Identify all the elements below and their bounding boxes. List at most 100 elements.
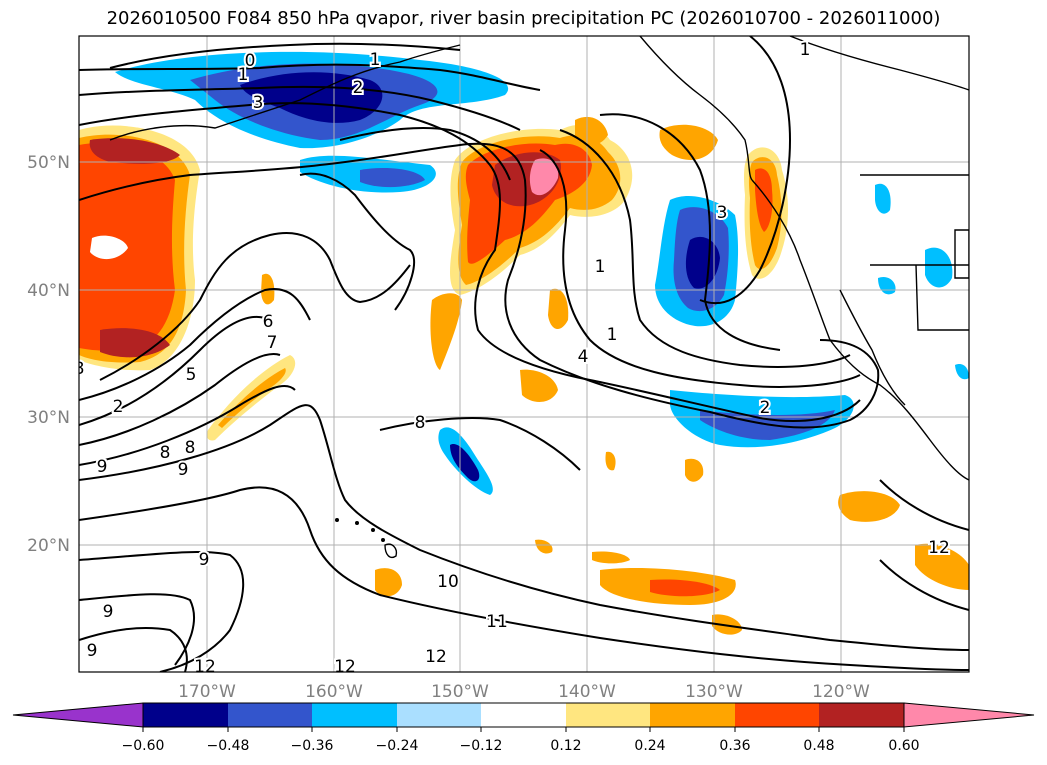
colorbar-segment bbox=[819, 703, 904, 727]
shade-tropical-positive-3 bbox=[915, 543, 969, 590]
colorbar: −0.60 −0.48 −0.36 −0.24 −0.12 0.12 0.24 … bbox=[12, 702, 1035, 754]
plot-title: 2026010500 F084 850 hPa qvapor, river ba… bbox=[106, 8, 941, 29]
contour-label: 7 bbox=[267, 333, 278, 353]
contour-label: 1 bbox=[607, 325, 618, 345]
contour-line-18 bbox=[699, 36, 792, 305]
colorbar-tick-label: 0.48 bbox=[803, 738, 834, 754]
shade-tropical-positive-2 bbox=[838, 491, 900, 522]
contour-line-13 bbox=[79, 593, 195, 666]
contour-lines bbox=[79, 36, 969, 672]
colorbar-segment bbox=[228, 703, 312, 727]
shade-positive-patch-j bbox=[592, 551, 630, 564]
lon-tick-label: 140°W bbox=[558, 682, 616, 702]
contour-label: 2 bbox=[353, 78, 364, 98]
shade-negative-patch-a bbox=[875, 183, 891, 214]
colorbar-segment bbox=[397, 703, 481, 727]
contour-line-8 bbox=[79, 353, 281, 446]
shade-positive-patch-i bbox=[535, 539, 553, 554]
contour-line-19 bbox=[339, 127, 511, 181]
colorbar-segment bbox=[566, 703, 650, 727]
shade-offshore-negative-peak bbox=[685, 236, 720, 289]
contour-line-10 bbox=[79, 404, 969, 651]
colorbar-segment bbox=[735, 703, 819, 727]
shade-positive-patch-f bbox=[685, 458, 704, 482]
lon-tick-labels: 170°W 160°W 150°W 140°W 130°W 120°W bbox=[178, 682, 870, 702]
contour-label: 2 bbox=[760, 398, 771, 418]
plot-frame bbox=[78, 35, 970, 673]
contour-line-15 bbox=[539, 149, 861, 388]
contour-label: 0 bbox=[245, 51, 256, 71]
contour-line-23 bbox=[79, 627, 188, 672]
shade-positive-patch-d bbox=[520, 369, 558, 402]
contour-label: 9 bbox=[87, 641, 98, 661]
contour-label: 3 bbox=[717, 203, 728, 223]
contour-label: 1 bbox=[800, 40, 811, 60]
contour-label: 11 bbox=[486, 612, 508, 632]
contour-label: 9 bbox=[103, 602, 114, 622]
contour-label: 2 bbox=[113, 397, 124, 417]
contour-label: 12 bbox=[334, 657, 356, 677]
shade-west-positive-peak-2 bbox=[100, 328, 170, 358]
contour-label: 10 bbox=[437, 572, 459, 592]
lon-tick-label: 170°W bbox=[178, 682, 236, 702]
shade-positive-patch-g bbox=[605, 451, 616, 471]
colorbar-extend-high bbox=[903, 702, 1035, 728]
colorbar-tick-label: 0.12 bbox=[550, 738, 581, 754]
contour-line-2 bbox=[79, 85, 521, 131]
contour-label: 8 bbox=[74, 359, 85, 379]
contour-label: 8 bbox=[185, 438, 196, 458]
lat-tick-label: 50°N bbox=[27, 153, 70, 173]
colorbar-tick-label: −0.24 bbox=[376, 738, 419, 754]
contour-label: 8 bbox=[415, 413, 426, 433]
colorbar-segment bbox=[650, 703, 735, 727]
colorbar-tick-label: 0.36 bbox=[719, 738, 750, 754]
shade-tropical-positive-1-high bbox=[650, 579, 720, 597]
shade-central-positive-tail bbox=[430, 293, 462, 370]
shade-west-positive-peak-1 bbox=[89, 138, 180, 164]
lat-tick-labels: 50°N 40°N 30°N 20°N bbox=[27, 153, 70, 556]
shade-positive-patch-a bbox=[575, 116, 608, 146]
contour-label: 12 bbox=[425, 647, 447, 667]
contour-label: 3 bbox=[253, 93, 264, 113]
contour-line-21 bbox=[879, 479, 969, 531]
contour-label: 12 bbox=[194, 657, 216, 677]
contour-label: 9 bbox=[178, 460, 189, 480]
map-plot-area: 0 1 1 1 1 1 2 2 2 3 3 4 5 6 7 8 8 8 8 9 … bbox=[74, 36, 969, 677]
contour-label: 1 bbox=[370, 50, 381, 70]
lon-tick-label: 120°W bbox=[812, 682, 870, 702]
contour-line-22 bbox=[879, 559, 969, 611]
colorbar-tick-label: 0.24 bbox=[634, 738, 665, 754]
shade-coastal-positive-high bbox=[755, 168, 773, 232]
contour-line-12 bbox=[79, 551, 245, 672]
shade-hawaii-negative-core bbox=[450, 444, 480, 482]
contour-line-6 bbox=[79, 288, 311, 401]
contour-label: 12 bbox=[928, 538, 950, 558]
lon-tick-label: 160°W bbox=[305, 682, 363, 702]
contour-labels: 0 1 1 1 1 1 2 2 2 3 3 4 5 6 7 8 8 8 8 9 … bbox=[74, 38, 952, 677]
lon-tick-label: 150°W bbox=[431, 682, 489, 702]
contour-label: 8 bbox=[160, 443, 171, 463]
shade-tropical-positive-4 bbox=[375, 568, 402, 597]
contour-line-9 bbox=[79, 385, 296, 466]
contour-line-4 bbox=[79, 142, 880, 429]
colorbar-tick-label: 0.60 bbox=[888, 738, 919, 754]
contour-label: 4 bbox=[578, 347, 589, 367]
colorbar-tick-label: −0.36 bbox=[291, 738, 334, 754]
colorbar-segment bbox=[312, 703, 397, 727]
contour-label: 1 bbox=[238, 65, 249, 85]
shade-negative-patch-d bbox=[955, 364, 969, 380]
contour-label: 6 bbox=[263, 312, 274, 332]
lon-tick-label: 130°W bbox=[685, 682, 743, 702]
islands bbox=[335, 518, 385, 542]
colorbar-tick-label: −0.12 bbox=[460, 738, 503, 754]
coastlines bbox=[109, 36, 969, 559]
contour-line-11 bbox=[79, 486, 969, 671]
contour-line-1 bbox=[79, 63, 541, 91]
contour-label: 1 bbox=[595, 257, 606, 277]
colorbar-frame bbox=[142, 702, 905, 728]
contour-line-14 bbox=[379, 417, 581, 471]
shade-positive-patch-c bbox=[548, 288, 569, 330]
shade-west-positive-hole bbox=[90, 235, 128, 260]
shade-north-negative-peak bbox=[240, 72, 383, 123]
contour-line-20 bbox=[299, 172, 415, 311]
